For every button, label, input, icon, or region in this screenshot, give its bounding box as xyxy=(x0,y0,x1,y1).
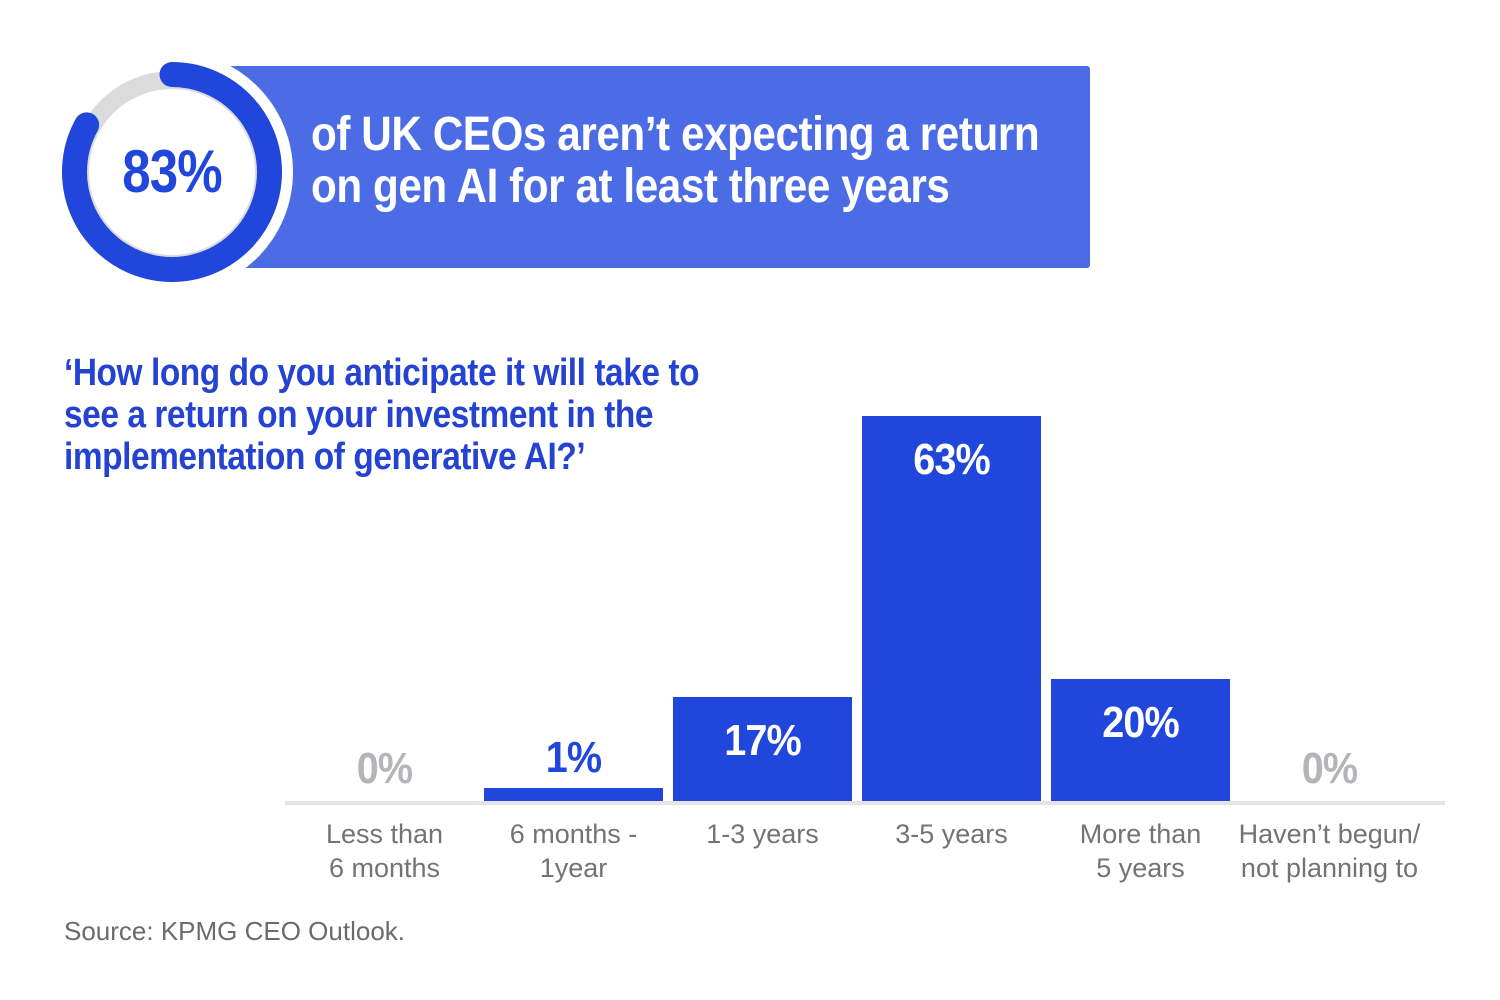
stat-banner-text: of UK CEOs aren’t expecting a return on … xyxy=(311,108,1040,213)
category-label: Haven’t begun/ not planning to xyxy=(1238,819,1421,883)
category-label: 6 months - 1year xyxy=(509,819,638,883)
question-line-3: implementation of generative AI?’ xyxy=(64,436,586,478)
source-note: Source: KPMG CEO Outlook. xyxy=(64,916,406,946)
bar-value-label: 20% xyxy=(1102,697,1179,747)
stat-banner-line-2: on gen AI for at least three years xyxy=(311,160,950,213)
bar-slot: 1% xyxy=(479,400,668,801)
x-axis-line xyxy=(285,801,1445,805)
bar-slot: 0% xyxy=(1235,400,1424,801)
category-label: 3-5 years xyxy=(895,819,1008,849)
donut-chart-icon xyxy=(51,51,293,293)
bar xyxy=(1051,678,1230,801)
bar xyxy=(484,788,663,801)
bar-value-label: 17% xyxy=(724,716,801,766)
chart-question: ‘How long do you anticipate it will take… xyxy=(64,352,699,478)
bar-slot: 20% xyxy=(1046,400,1235,801)
bar-value-label: 0% xyxy=(356,744,413,793)
stat-banner-line-1: of UK CEOs aren’t expecting a return xyxy=(311,108,1040,161)
donut-arc xyxy=(62,62,282,282)
bar-value-label: 63% xyxy=(913,435,990,485)
question-line-2: see a return on your investment in the xyxy=(64,394,654,436)
bar-slot: 17% xyxy=(668,400,857,801)
bar-slot: 0% xyxy=(290,400,479,801)
bar xyxy=(862,416,1041,801)
bar-chart: Less than 6 months 0% 6 months - 1year 1% 1-… xyxy=(290,400,1424,883)
bar xyxy=(673,697,852,801)
category-label: More than 5 years xyxy=(1079,819,1202,883)
bar-slot: 63% xyxy=(857,400,1046,801)
category-label: 1-3 years xyxy=(706,819,819,849)
question-line-1: ‘How long do you anticipate it will take… xyxy=(64,352,700,394)
stat-banner xyxy=(223,66,1090,268)
donut-percent-label: 83% xyxy=(122,138,222,205)
bar-value-label: 0% xyxy=(1301,744,1358,793)
category-label: Less than 6 months xyxy=(325,819,444,883)
bar-value-label: 1% xyxy=(545,733,602,782)
